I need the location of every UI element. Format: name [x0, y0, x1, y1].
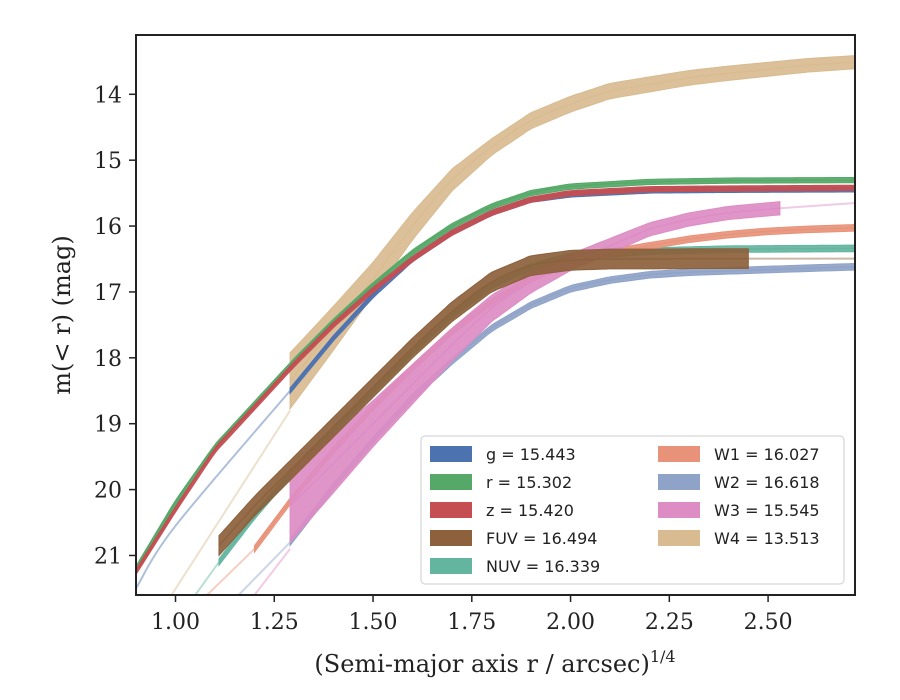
x-tick-label: 2.50 — [744, 610, 793, 635]
legend-label: z = 15.420 — [486, 501, 574, 520]
series-nuv-extension — [194, 561, 220, 595]
legend-swatch — [658, 530, 700, 546]
y-tick-label: 17 — [94, 281, 122, 306]
legend: g = 15.443 r = 15.302 z = 15.420 FUV = 16.4… — [420, 435, 845, 585]
legend-label: W4 = 13.513 — [714, 529, 820, 548]
legend-swatch — [430, 474, 472, 490]
legend-label: r = 15.302 — [486, 473, 572, 492]
series-r-line — [136, 179, 855, 570]
legend-label: NUV = 16.339 — [486, 557, 600, 576]
legend-swatch — [430, 530, 472, 546]
series-w2-extension — [237, 541, 291, 595]
legend-swatch — [430, 558, 472, 574]
legend-item-g: g = 15.443 — [430, 445, 576, 464]
series-fuv — [218, 248, 749, 557]
x-tick-label: 1.50 — [349, 610, 398, 635]
series-w4-extension — [170, 409, 291, 595]
legend-item-w3: W3 = 15.545 — [658, 501, 820, 520]
series-g-extension — [136, 390, 291, 589]
series-w1-extension — [206, 548, 256, 595]
series-fuv-line — [218, 257, 749, 547]
x-tick-label: 2.25 — [645, 610, 694, 635]
series-w4-line — [289, 61, 855, 382]
legend-item-fuv: FUV = 16.494 — [430, 529, 597, 548]
legend-box — [420, 435, 845, 585]
legend-swatch — [658, 502, 700, 518]
x-tick-label: 1.75 — [447, 610, 496, 635]
legend-label: W3 = 15.545 — [714, 501, 820, 520]
legend-item-w1: W1 = 16.027 — [658, 445, 820, 464]
series-fuv-band — [218, 248, 749, 557]
y-tick-label: 16 — [94, 215, 122, 240]
legend-swatch — [658, 446, 700, 462]
x-tick-label: 2.00 — [546, 610, 595, 635]
y-tick-label: 18 — [94, 347, 122, 372]
legend-label: FUV = 16.494 — [486, 529, 597, 548]
axis-ticks: 1.00 1.25 1.50 1.75 2.00 2.25 2.50 14 15 16 17 18 19… — [94, 83, 793, 635]
y-tick-label: 19 — [94, 413, 122, 438]
legend-item-nuv: NUV = 16.339 — [430, 557, 600, 576]
series-z — [136, 184, 855, 576]
legend-item-w4: W4 = 13.513 — [658, 529, 820, 548]
plot-area — [136, 55, 855, 595]
legend-label: g = 15.443 — [486, 445, 576, 464]
legend-label: W1 = 16.027 — [714, 445, 820, 464]
legend-item-z: z = 15.420 — [430, 501, 574, 520]
y-tick-label: 14 — [94, 83, 122, 108]
series-z-line — [136, 187, 855, 573]
series-w3-extension — [779, 202, 855, 210]
x-tick-label: 1.25 — [250, 610, 299, 635]
legend-swatch — [430, 446, 472, 462]
legend-swatch — [658, 474, 700, 490]
series-w3-line — [289, 207, 781, 507]
legend-swatch — [430, 502, 472, 518]
x-tick-label: 1.00 — [151, 610, 200, 635]
series-w4 — [289, 55, 855, 411]
series-w3-extension — [253, 548, 291, 595]
series-w4-band — [289, 55, 855, 411]
x-axis-label: (Semi-major axis r / arcsec)1/4 — [314, 647, 675, 678]
legend-item-r: r = 15.302 — [430, 473, 572, 492]
y-axis-label: m(< r) (mag) — [48, 235, 76, 394]
y-tick-label: 15 — [94, 149, 122, 174]
legend-label: W2 = 16.618 — [714, 473, 820, 492]
y-tick-label: 20 — [94, 479, 122, 504]
axes-frame — [135, 34, 856, 596]
legend-item-w2: W2 = 16.618 — [658, 473, 820, 492]
y-tick-label: 21 — [94, 544, 122, 569]
